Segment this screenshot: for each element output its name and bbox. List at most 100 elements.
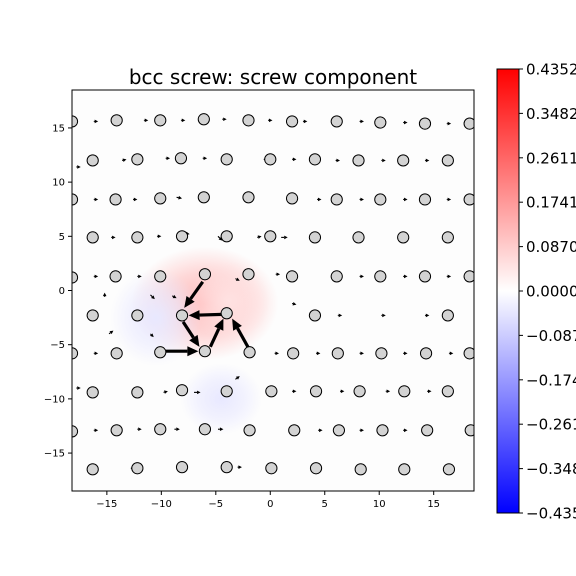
atom-marker bbox=[285, 270, 299, 283]
displacement-arrow-minor bbox=[403, 351, 408, 356]
displacement-arrow-minor bbox=[93, 351, 99, 356]
atom-marker bbox=[463, 270, 474, 283]
atom-marker bbox=[352, 154, 365, 167]
atom-marker bbox=[308, 231, 322, 244]
displacement-arrow-minor bbox=[424, 313, 430, 318]
y-tick-label: 5 bbox=[59, 232, 65, 243]
colorbar-tick-label: 0.1741 bbox=[526, 194, 576, 212]
displacement-arrow-minor bbox=[165, 156, 171, 161]
atom-marker bbox=[397, 231, 410, 244]
atom-marker bbox=[220, 461, 233, 474]
displacement-arrow-minor bbox=[156, 234, 162, 239]
atom-marker bbox=[264, 230, 277, 243]
atom-marker bbox=[353, 385, 366, 398]
y-tick-label: 0 bbox=[59, 286, 65, 297]
atom-marker bbox=[330, 193, 343, 206]
atom-marker bbox=[332, 424, 346, 437]
atom-marker bbox=[86, 386, 99, 399]
displacement-arrow-minor bbox=[180, 118, 186, 123]
displacement-arrow-minor bbox=[359, 274, 364, 279]
displacement-arrow-minor bbox=[281, 235, 288, 240]
displacement-arrow-minor bbox=[176, 195, 183, 200]
atom-marker bbox=[220, 230, 233, 243]
atom-marker bbox=[175, 230, 189, 243]
atom-marker bbox=[418, 270, 432, 283]
atom-marker bbox=[442, 463, 456, 476]
atom-marker bbox=[374, 116, 387, 129]
atom-marker bbox=[131, 153, 144, 166]
displacement-arrow-minor bbox=[76, 165, 81, 169]
atom-marker bbox=[198, 345, 212, 358]
atom-marker bbox=[330, 270, 343, 283]
atom-marker bbox=[463, 193, 474, 206]
displacement-arrow-minor bbox=[381, 158, 386, 163]
atom-marker bbox=[154, 346, 167, 359]
displacement-arrow-minor bbox=[335, 158, 340, 163]
atom-marker bbox=[397, 154, 410, 167]
x-tick-label: 0 bbox=[267, 499, 273, 510]
atom-marker bbox=[131, 462, 144, 475]
atom-marker bbox=[243, 424, 256, 437]
displacement-arrow-minor bbox=[257, 235, 262, 239]
atom-marker bbox=[220, 153, 233, 166]
displacement-arrow-minor bbox=[93, 197, 99, 202]
displacement-arrow-major bbox=[208, 318, 224, 348]
atom-marker bbox=[86, 154, 99, 167]
displacement-arrow-minor bbox=[359, 197, 364, 202]
atom-marker bbox=[198, 423, 212, 436]
colorbar: 0.4352 0.3482 0.2611 0.1741 0.0870 0.0000 −0.0… bbox=[496, 61, 576, 523]
atom-marker bbox=[418, 193, 432, 206]
atom-marker bbox=[463, 347, 474, 360]
chart-title: bcc screw: screw component bbox=[129, 65, 417, 89]
displacement-arrow-minor bbox=[149, 333, 154, 338]
displacement-arrow-major bbox=[188, 310, 223, 321]
field-region bbox=[110, 268, 202, 367]
displacement-arrow-minor bbox=[403, 120, 408, 125]
atom-marker bbox=[330, 115, 343, 128]
atom-marker bbox=[197, 191, 210, 204]
atom-marker bbox=[265, 462, 278, 475]
y-tick-label: 15 bbox=[52, 123, 65, 134]
x-tick-label: 10 bbox=[373, 499, 386, 510]
atom-marker bbox=[441, 309, 454, 322]
atom-marker bbox=[464, 424, 474, 437]
y-tick-label: −15 bbox=[44, 449, 65, 460]
displacement-arrow-minor bbox=[403, 428, 408, 433]
atom-marker bbox=[421, 424, 434, 437]
displacement-arrow-minor bbox=[237, 465, 242, 469]
displacement-arrow-minor bbox=[137, 274, 142, 279]
displacement-arrow-minor bbox=[381, 313, 386, 318]
colorbar-tick-label: −0.087 bbox=[526, 327, 576, 345]
displacement-arrow-minor bbox=[174, 427, 180, 432]
x-tick-label: 15 bbox=[427, 499, 440, 510]
displacement-arrow-minor bbox=[446, 121, 452, 126]
atom-marker bbox=[154, 270, 167, 283]
atom-marker bbox=[352, 231, 365, 244]
atom-marker bbox=[242, 268, 255, 281]
displacement-arrow-major bbox=[232, 318, 250, 349]
displacement-arrow-minor bbox=[274, 351, 279, 356]
displacement-arrow-minor bbox=[217, 427, 224, 432]
displacement-arrow-minor bbox=[427, 389, 432, 394]
displacement-arrow-minor bbox=[93, 119, 99, 124]
colorbar-tick-label: −0.261 bbox=[526, 416, 576, 434]
y-tick-label: 10 bbox=[52, 178, 65, 189]
displacement-arrow-minor bbox=[359, 428, 364, 433]
displacement-arrow-minor bbox=[108, 330, 114, 335]
atom-marker bbox=[418, 117, 432, 130]
atom-marker bbox=[86, 231, 99, 244]
atom-marker bbox=[285, 192, 299, 205]
atom-marker bbox=[441, 385, 454, 398]
displacement-arrow-minor bbox=[446, 274, 452, 279]
atom-marker bbox=[197, 113, 210, 126]
atom-marker bbox=[242, 191, 255, 204]
atom-marker bbox=[86, 463, 99, 476]
displacement-arrow-major bbox=[162, 346, 199, 357]
x-tick-label: −5 bbox=[208, 499, 223, 510]
displacement-arrow-minor bbox=[93, 428, 99, 433]
displacement-arrow-minor bbox=[137, 427, 142, 432]
displacement-arrow-major bbox=[184, 280, 205, 308]
atom-marker bbox=[308, 309, 322, 322]
displacement-arrow-minor bbox=[302, 119, 308, 124]
